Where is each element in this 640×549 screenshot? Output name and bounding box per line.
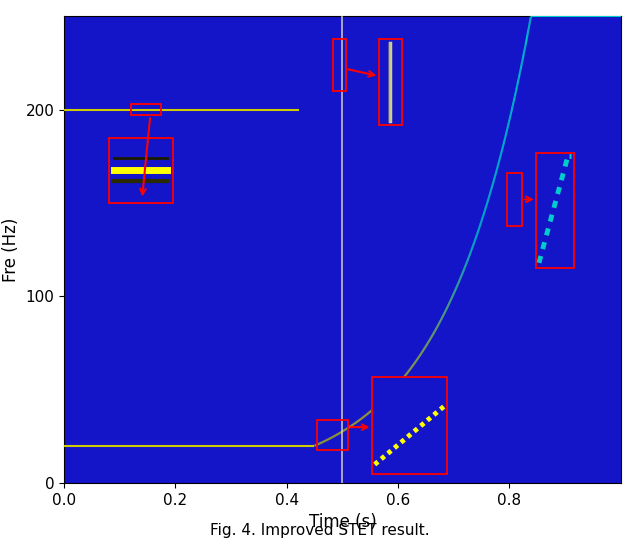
Y-axis label: Fre (Hz): Fre (Hz) (2, 217, 20, 282)
Bar (379, 39, 402, 125)
Bar (109, 138, 173, 203)
Bar (317, 419, 348, 450)
Bar (372, 377, 447, 474)
Bar (536, 153, 574, 268)
Bar (507, 173, 522, 226)
Bar (333, 39, 346, 91)
Bar (131, 104, 161, 115)
X-axis label: Time (s): Time (s) (308, 513, 376, 531)
Text: Fig. 4. Improved STET result.: Fig. 4. Improved STET result. (210, 523, 430, 538)
